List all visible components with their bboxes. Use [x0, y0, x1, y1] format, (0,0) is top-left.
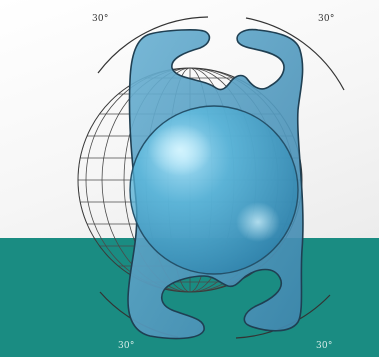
lens-highlight-2 [236, 202, 280, 242]
angle-label-bottom-left: 30° [118, 341, 135, 351]
globe-outline [77, 67, 303, 293]
angle-label-top-left: 30° [92, 14, 109, 24]
angle-label-top-right: 30° [318, 14, 335, 24]
arc-top-left [97, 16, 209, 74]
lens-optic [129, 105, 299, 275]
lens-highlight-1 [148, 124, 212, 176]
angle-label-bottom-right: 30° [316, 341, 333, 351]
arc-top-right [245, 17, 345, 91]
